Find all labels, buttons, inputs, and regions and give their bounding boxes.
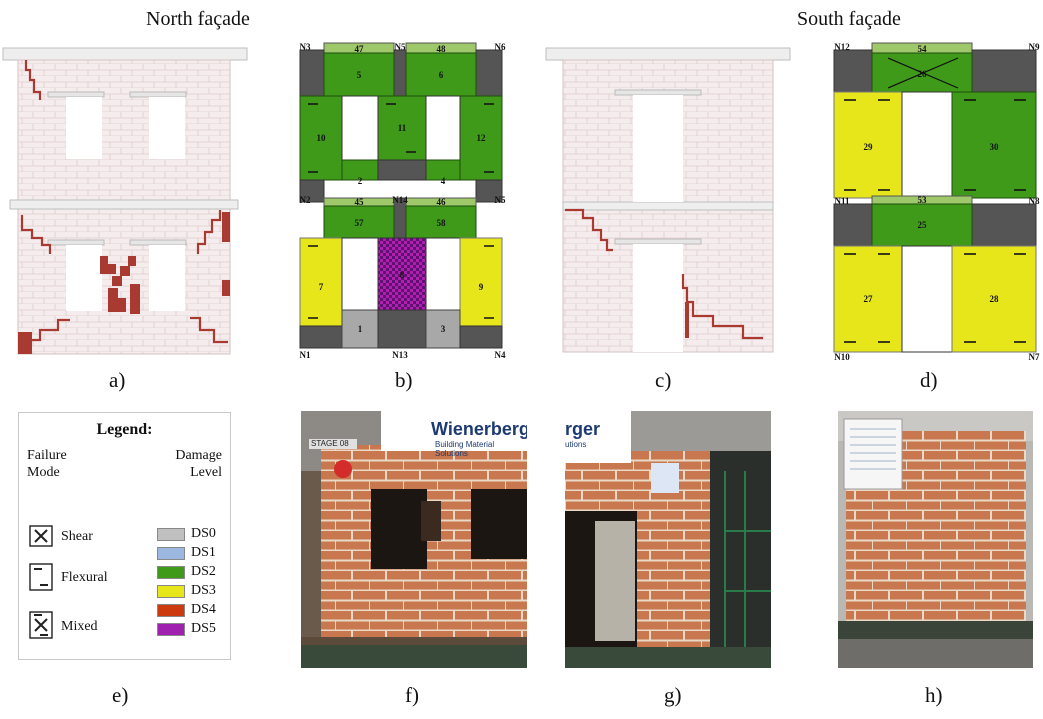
- b-node-n14: N14: [392, 195, 408, 205]
- legend-panel: Legend: Failure Mode Damage Level Shear …: [18, 412, 231, 660]
- panel-f-label: f): [405, 683, 419, 707]
- photo-g-south-facade: rger utions: [565, 411, 771, 668]
- b-el-46: 46: [437, 197, 447, 207]
- legend-mode-mixed: Mixed: [61, 619, 98, 634]
- b-node-n2: N2: [300, 195, 311, 205]
- b-el-8: 8: [400, 270, 405, 280]
- d-node-n11: N11: [834, 196, 850, 206]
- d-node-n9: N9: [1029, 42, 1040, 52]
- legend-title: Legend:: [96, 421, 153, 438]
- photo-h-side-view: [838, 411, 1033, 668]
- legend-swatch-ds2: [157, 566, 185, 579]
- photo-f-stage-sign: STAGE 08: [311, 439, 349, 448]
- b-el-6: 6: [439, 70, 444, 80]
- b-el-7: 7: [319, 282, 324, 292]
- south-facade-header: South façade: [797, 8, 901, 30]
- legend-swatch-ds0: [157, 528, 185, 541]
- b-el-3: 3: [441, 324, 446, 334]
- panel-d-label: d): [920, 368, 938, 392]
- b-el-9: 9: [479, 282, 484, 292]
- b-el-2: 2: [358, 176, 363, 186]
- b-node-n5-mid: N5: [495, 195, 506, 205]
- legend-failure-mode-title: Failure Mode: [27, 448, 67, 480]
- photo-f-image: [301, 411, 527, 668]
- legend-level-ds0: DS0: [191, 526, 216, 541]
- b-node-n5-top: N5: [395, 42, 406, 52]
- b-el-57: 57: [355, 218, 365, 228]
- legend-level-ds2: DS2: [191, 564, 216, 579]
- b-el-12: 12: [477, 133, 487, 143]
- b-node-n1: N1: [300, 350, 311, 360]
- legend-mode-shear: Shear: [61, 529, 93, 544]
- panel-a-north-crack-pattern: [2, 47, 248, 355]
- panel-d-south-damage-model: N12 N9 N11 N8 N10 N7 54 26 29 30 53 25 2…: [833, 42, 1040, 362]
- photo-g-banner-text: rger: [565, 419, 601, 439]
- b-el-5: 5: [357, 70, 362, 80]
- photo-f-banner-subtext: Building Material Solutions: [435, 440, 495, 458]
- panel-g-label: g): [664, 683, 682, 707]
- panel-a-label: a): [109, 368, 126, 392]
- d-el-27: 27: [864, 294, 874, 304]
- north-facade-header: North façade: [146, 8, 250, 30]
- photo-g-banner-subtext: utions: [565, 440, 587, 449]
- b-el-10: 10: [317, 133, 327, 143]
- b-el-11: 11: [398, 123, 407, 133]
- d-el-53: 53: [918, 195, 928, 205]
- legend-level-ds4: DS4: [191, 602, 216, 617]
- panel-c-label: c): [655, 368, 672, 392]
- legend-level-ds5: DS5: [191, 621, 216, 636]
- b-node-n13: N13: [392, 350, 408, 360]
- panel-b-north-damage-model: N3 N5 N6 N2 N14 N5 N1 N13 N4 47 48 5 6 1…: [299, 42, 506, 360]
- b-el-47: 47: [355, 44, 365, 54]
- b-el-1: 1: [358, 324, 363, 334]
- b-el-4: 4: [441, 176, 446, 186]
- photo-h-image: [838, 411, 1033, 668]
- d-el-29: 29: [864, 142, 874, 152]
- legend-level-ds3: DS3: [191, 583, 216, 598]
- b-el-48: 48: [437, 44, 447, 54]
- panel-h-label: h): [925, 683, 943, 707]
- d-el-26: 26: [918, 69, 928, 79]
- d-el-30: 30: [990, 142, 1000, 152]
- legend-swatch-ds1: [157, 547, 185, 560]
- photo-f-north-facade: Wienerberger Building Material Solutions…: [301, 411, 527, 668]
- legend-damage-level-title: Damage Level: [175, 448, 222, 480]
- b-node-n4: N4: [495, 350, 506, 360]
- d-node-n10: N10: [834, 352, 850, 362]
- legend-level-ds1: DS1: [191, 545, 216, 560]
- panel-e-label: e): [112, 683, 129, 707]
- d-node-n7: N7: [1029, 352, 1040, 362]
- d-node-n8: N8: [1029, 196, 1040, 206]
- photo-f-banner-text: Wienerberger: [431, 419, 527, 439]
- b-node-n3: N3: [300, 42, 311, 52]
- d-el-25: 25: [918, 220, 928, 230]
- flexural-icon: [29, 563, 53, 591]
- legend-swatch-ds5: [157, 623, 185, 636]
- b-el-45: 45: [355, 197, 365, 207]
- panel-c-south-crack-pattern: [545, 47, 791, 353]
- b-el-58: 58: [437, 218, 447, 228]
- legend-swatch-ds3: [157, 585, 185, 598]
- photo-g-image: [565, 411, 771, 668]
- legend-mode-flexural: Flexural: [61, 570, 108, 585]
- mixed-icon: [29, 611, 53, 639]
- d-node-n12: N12: [834, 42, 850, 52]
- b-node-n6: N6: [495, 42, 506, 52]
- legend-swatch-ds4: [157, 604, 185, 617]
- d-el-54: 54: [918, 44, 928, 54]
- shear-icon: [29, 525, 53, 547]
- d-el-28: 28: [990, 294, 1000, 304]
- panel-b-label: b): [395, 368, 413, 392]
